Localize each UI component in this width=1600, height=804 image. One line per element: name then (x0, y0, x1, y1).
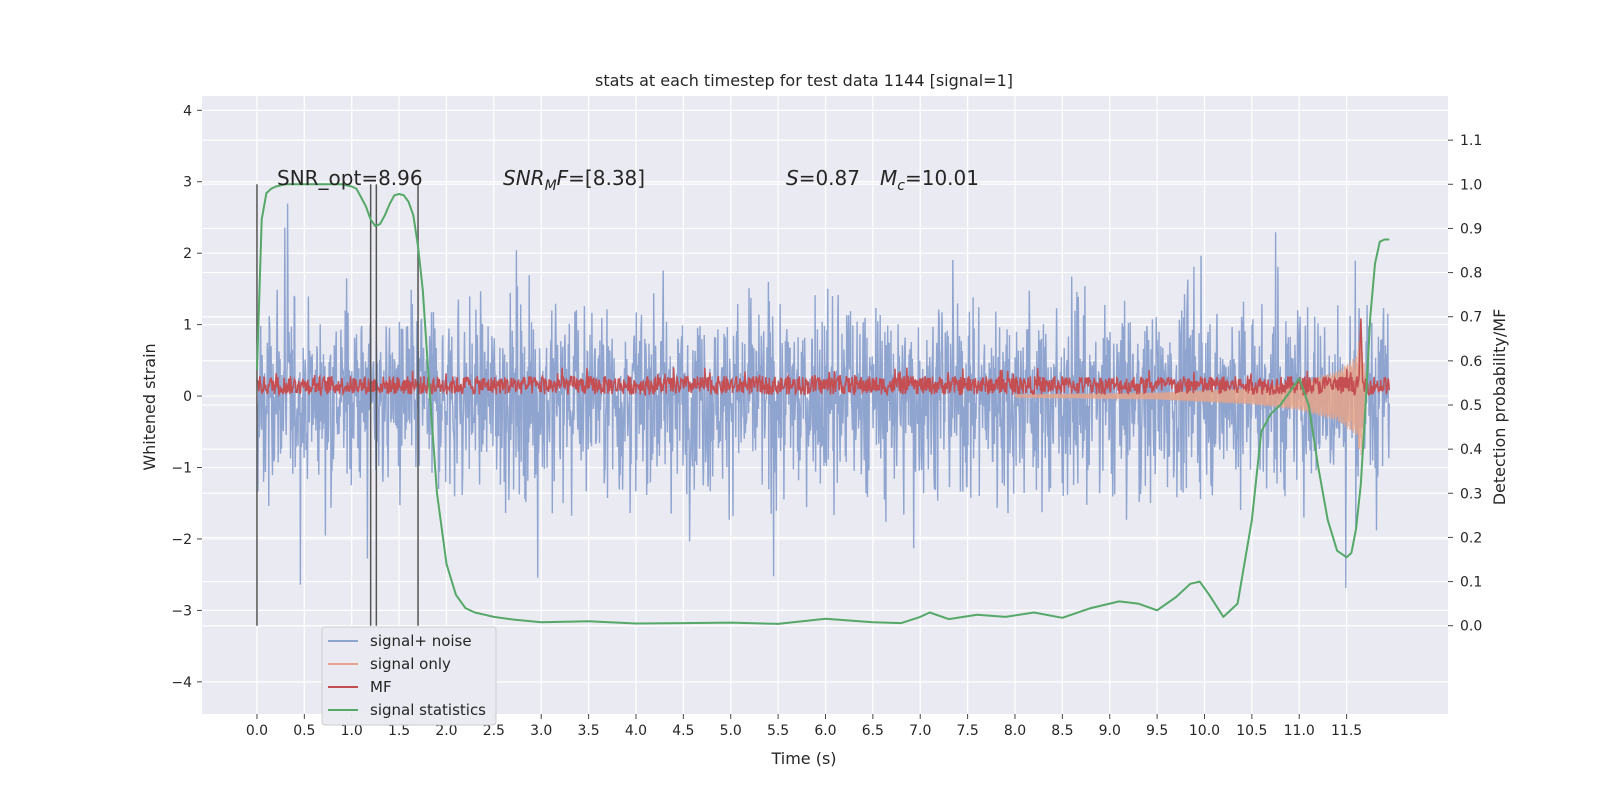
y-right-tick-label: 0.3 (1460, 486, 1482, 502)
y-right-tick-label: 0.9 (1460, 221, 1482, 237)
x-tick-label: 10.5 (1236, 723, 1267, 739)
x-tick-label: 5.0 (720, 723, 742, 739)
x-tick-label: 7.0 (909, 723, 931, 739)
y-right-tick-label: 0.8 (1460, 266, 1482, 282)
snr-mf-italic: F (557, 166, 569, 190)
x-axis-label: Time (s) (770, 749, 836, 768)
y-left-tick-label: 2 (183, 246, 192, 262)
x-tick-label: 11.0 (1284, 723, 1315, 739)
y-right-tick-label: 0.5 (1460, 398, 1482, 414)
mc-value: =10.01 (905, 166, 979, 190)
legend-entry: signal+ noise (370, 632, 472, 650)
snr-mf-sub: M (545, 178, 557, 194)
series-signal-statistics (256, 183, 1390, 625)
annotation-snr-opt: SNR_opt=8.96 (277, 166, 423, 190)
x-tick-label: 4.0 (625, 723, 647, 739)
snr-mf-value: =[8.38] (568, 166, 645, 190)
x-tick-label: 3.0 (530, 723, 552, 739)
mc-symbol: M (880, 166, 897, 190)
vertical-markers (256, 184, 419, 626)
x-tick-label: 6.0 (814, 723, 836, 739)
legend-entry: MF (370, 678, 392, 696)
y-right-tick-label: 1.0 (1460, 177, 1482, 193)
y-left-tick-label: 0 (183, 389, 192, 405)
x-tick-label: 10.0 (1189, 723, 1220, 739)
y-left-tick-label: −2 (171, 532, 192, 548)
x-tick-label: 9.5 (1146, 723, 1168, 739)
x-tick-label: 3.5 (577, 723, 599, 739)
chart-title: stats at each timestep for test data 114… (595, 71, 1013, 90)
series-signal-plus-noise (256, 203, 1390, 589)
y-right-tick-label: 0.0 (1460, 619, 1482, 635)
annotation-mc: Mc=10.01 (880, 166, 979, 194)
y-left-tick-label: 1 (183, 318, 192, 334)
legend-entry: signal statistics (370, 701, 486, 719)
y-left-tick-label: 4 (183, 103, 192, 119)
axes: 0.0 0.5 1.0 1.5 2.0 2.5 3.0 3.5 4.0 4.5 5.0 5.5 6.0 6… (171, 103, 1482, 739)
x-tick-label: 9.0 (1099, 723, 1121, 739)
signal-statistics-line (256, 183, 1390, 625)
y-right-tick-label: 0.6 (1460, 354, 1482, 370)
y-axis-left-label: Whitened strain (140, 343, 159, 470)
x-tick-label: 4.5 (672, 723, 694, 739)
y-right-tick-label: 0.7 (1460, 310, 1482, 326)
x-tick-label: 8.0 (1004, 723, 1026, 739)
y-left-tick-label: −4 (171, 675, 192, 691)
legend-box (321, 626, 497, 726)
y-right-tick-label: 0.4 (1460, 442, 1482, 458)
x-tick-label: 0.0 (246, 723, 268, 739)
x-tick-label: 1.0 (341, 723, 363, 739)
x-tick-label: 2.5 (483, 723, 505, 739)
annotation-s: S=0.87 (786, 166, 860, 190)
mf-line (256, 318, 1391, 398)
x-tick-label: 7.5 (956, 723, 978, 739)
y-left-tick-label: 3 (183, 175, 192, 191)
y-left-tick-label: −1 (171, 461, 192, 477)
snr-mf-main: SNR (503, 166, 545, 190)
legend-entry: signal only (370, 655, 451, 673)
x-tick-label: 6.5 (862, 723, 884, 739)
y-right-tick-label: 1.1 (1460, 133, 1482, 149)
y-axis-right-label: Detection probability/MF (1490, 309, 1509, 506)
x-tick-label: 8.5 (1051, 723, 1073, 739)
legend: signal+ noise signal only MF signal statist… (321, 626, 497, 726)
y-right-tick-label: 0.1 (1460, 575, 1482, 591)
x-tick-label: 5.5 (767, 723, 789, 739)
x-tick-label: 2.0 (435, 723, 457, 739)
y-left-tick-label: −3 (171, 603, 192, 619)
mc-sub: c (897, 178, 905, 194)
signal-plus-noise-line (256, 203, 1390, 589)
y-right-tick-label: 0.2 (1460, 530, 1482, 546)
x-tick-label: 11.5 (1331, 723, 1362, 739)
s-symbol: S (786, 166, 799, 190)
annotation-snr-mf: SNRMF=[8.38] (503, 166, 645, 194)
s-value: =0.87 (799, 166, 860, 190)
series-mf (256, 318, 1391, 398)
x-tick-label: 0.5 (293, 723, 315, 739)
x-tick-label: 1.5 (388, 723, 410, 739)
